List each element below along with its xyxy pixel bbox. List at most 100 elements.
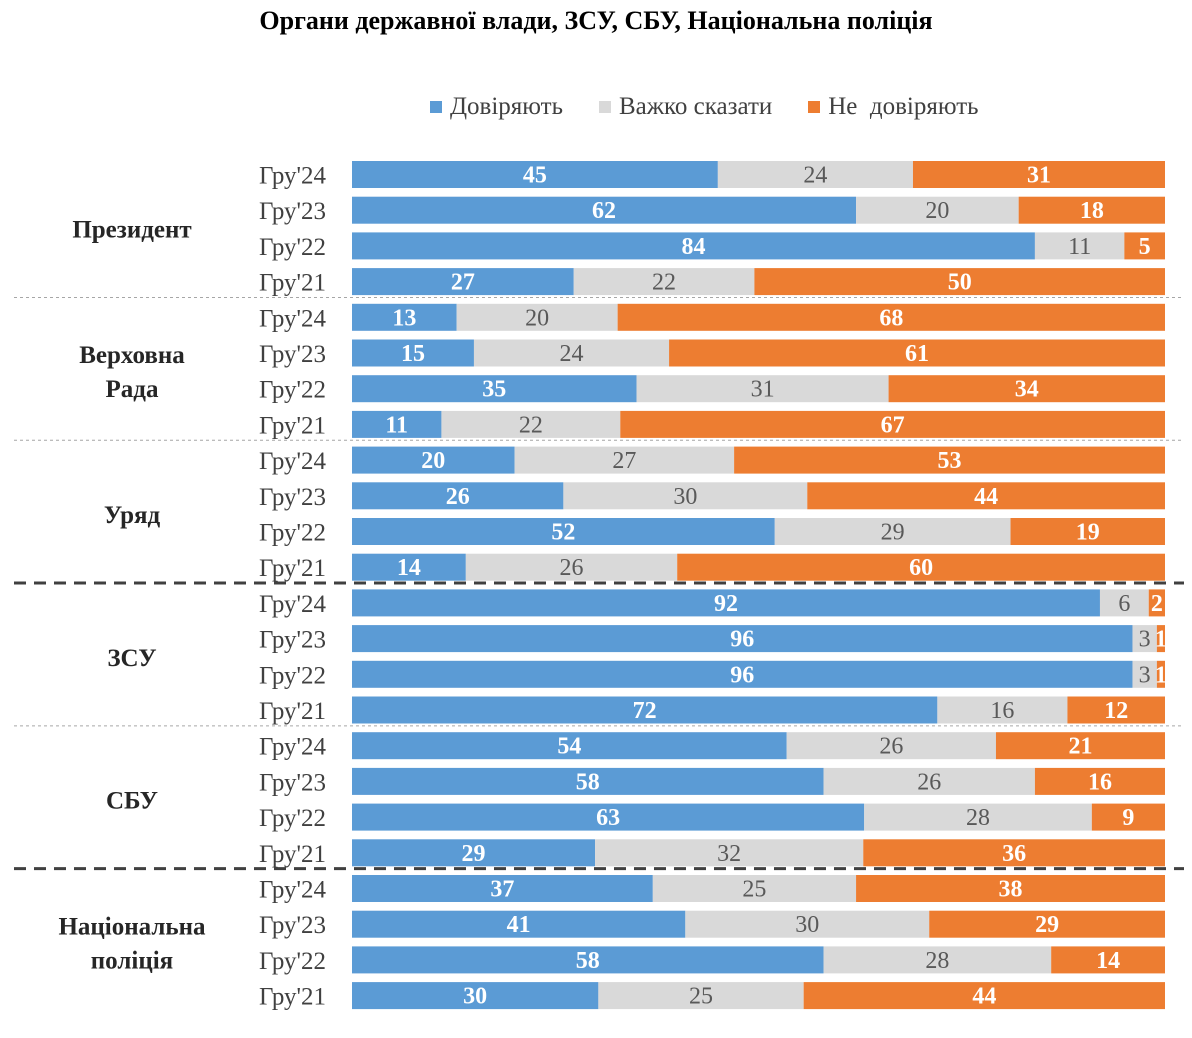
bar-segment-hard-to-say — [685, 910, 930, 938]
data-label-trust: 63 — [596, 805, 620, 831]
bar-segment-trust — [352, 910, 686, 938]
data-label-hard-to-say: 26 — [879, 734, 903, 760]
data-label-hard-to-say: 30 — [795, 912, 819, 938]
group-label: поліція — [91, 947, 173, 974]
data-label-distrust: 31 — [1027, 163, 1051, 189]
data-label-trust: 37 — [490, 877, 514, 903]
period-label: Гру'22 — [259, 805, 326, 832]
bar-segment-trust — [352, 767, 824, 795]
data-label-distrust: 29 — [1035, 912, 1059, 938]
bar-segment-trust — [352, 589, 1100, 617]
data-label-distrust: 44 — [974, 484, 998, 510]
bar-segment-hard-to-say — [441, 410, 621, 438]
data-label-distrust: 5 — [1139, 234, 1151, 260]
bar-segment-hard-to-say — [573, 268, 755, 296]
bar-segment-hard-to-say — [937, 696, 1068, 724]
data-label-trust: 29 — [462, 841, 486, 867]
bar-segment-hard-to-say — [465, 553, 678, 581]
bar-segment-hard-to-say — [856, 196, 1019, 224]
data-label-hard-to-say: 29 — [881, 520, 905, 546]
bar-segment-distrust — [1124, 232, 1165, 260]
data-label-hard-to-say: 27 — [612, 448, 636, 474]
data-label-hard-to-say: 25 — [689, 984, 713, 1010]
bar-segment-trust — [352, 482, 564, 510]
legend-item-distrust: Не довіряють — [808, 93, 979, 121]
period-label: Гру'24 — [259, 163, 327, 190]
bar-segment-trust — [352, 410, 442, 438]
data-label-distrust: 1 — [1155, 662, 1167, 688]
data-label-distrust: 34 — [1015, 377, 1039, 403]
data-label-trust: 35 — [482, 377, 506, 403]
period-label: Гру'21 — [259, 698, 326, 725]
bar-segment-hard-to-say — [652, 875, 857, 902]
period-label: Гру'24 — [259, 448, 327, 475]
data-label-hard-to-say: 26 — [560, 555, 584, 581]
data-label-trust: 20 — [421, 448, 445, 474]
data-label-distrust: 2 — [1151, 591, 1163, 617]
bar-segment-hard-to-say — [1132, 625, 1157, 653]
group-label: ЗСУ — [107, 645, 156, 672]
bar-segment-trust — [352, 161, 718, 188]
data-label-trust: 13 — [392, 305, 416, 331]
bar-segment-distrust — [734, 446, 1165, 474]
legend-label-hard-to-say: Важко сказати — [618, 93, 773, 120]
bar-segment-distrust — [1156, 660, 1165, 688]
data-label-trust: 26 — [446, 484, 470, 510]
period-label: Гру'22 — [259, 948, 326, 975]
data-label-trust: 62 — [592, 198, 616, 224]
bar-segment-hard-to-say — [786, 732, 996, 760]
period-label: Гру'22 — [259, 520, 326, 547]
period-label: Гру'24 — [259, 734, 327, 761]
legend-swatch-hard-to-say — [598, 101, 611, 113]
period-label: Гру'23 — [259, 912, 326, 939]
data-label-distrust: 38 — [999, 877, 1023, 903]
legend-swatch-distrust — [808, 101, 821, 113]
bar-segment-hard-to-say — [473, 339, 670, 367]
data-label-hard-to-say: 6 — [1118, 591, 1130, 617]
data-label-trust: 96 — [730, 662, 754, 688]
bar-segment-trust — [352, 696, 938, 724]
data-label-trust: 11 — [385, 412, 408, 438]
data-label-distrust: 44 — [972, 984, 996, 1010]
bar-segment-hard-to-say — [1132, 660, 1157, 688]
bar-segment-distrust — [912, 161, 1165, 188]
period-label: Гру'24 — [259, 305, 327, 332]
data-label-distrust: 67 — [881, 412, 905, 438]
period-label: Гру'21 — [259, 984, 326, 1011]
data-label-distrust: 68 — [879, 305, 903, 331]
bar-segment-hard-to-say — [864, 803, 1092, 831]
bar-segment-distrust — [669, 339, 1165, 367]
data-label-hard-to-say: 20 — [925, 198, 949, 224]
period-label: Гру'24 — [259, 591, 327, 618]
data-label-hard-to-say: 22 — [652, 270, 676, 296]
bar-segment-distrust — [888, 375, 1165, 403]
data-label-hard-to-say: 28 — [966, 805, 990, 831]
period-label: Гру'21 — [259, 555, 326, 582]
data-label-hard-to-say: 22 — [519, 412, 543, 438]
period-label: Гру'23 — [259, 484, 326, 511]
data-label-hard-to-say: 30 — [673, 484, 697, 510]
bar-segment-trust — [352, 339, 474, 367]
bar-segment-distrust — [863, 839, 1165, 867]
period-label: Гру'21 — [259, 841, 326, 868]
bar-segment-hard-to-say — [1099, 589, 1149, 617]
data-label-hard-to-say: 16 — [990, 698, 1014, 724]
bar-segment-distrust — [1091, 803, 1165, 831]
data-label-trust: 41 — [507, 912, 531, 938]
bar-segment-distrust — [1156, 625, 1165, 653]
bar-segment-distrust — [856, 875, 1165, 902]
bar-segment-distrust — [1051, 946, 1165, 974]
bar-segment-distrust — [677, 553, 1165, 581]
bar-segment-distrust — [803, 982, 1165, 1010]
group-label: Рада — [106, 376, 159, 403]
data-label-trust: 84 — [681, 234, 705, 260]
data-label-hard-to-say: 11 — [1068, 234, 1091, 260]
bar-segment-trust — [352, 946, 824, 974]
data-label-distrust: 61 — [905, 341, 929, 367]
bar-segment-hard-to-say — [563, 482, 808, 510]
period-label: Гру'22 — [259, 662, 326, 689]
bar-segment-distrust — [929, 910, 1165, 938]
data-label-trust: 30 — [463, 984, 487, 1010]
data-label-hard-to-say: 24 — [560, 341, 584, 367]
bar-segment-distrust — [617, 303, 1165, 331]
